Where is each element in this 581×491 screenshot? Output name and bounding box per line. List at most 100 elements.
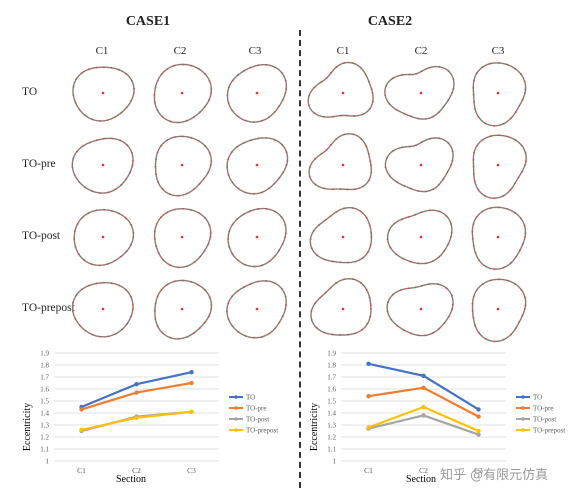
centroid-marker — [255, 235, 259, 239]
cross-section-outline — [309, 207, 373, 264]
centroid-marker — [255, 307, 259, 311]
data-point — [189, 370, 194, 375]
legend-entry: TO-post — [246, 416, 269, 424]
centroid-marker — [496, 235, 500, 239]
series-line — [81, 381, 192, 411]
cross-section-grid — [71, 61, 527, 343]
centroid-marker — [180, 235, 184, 239]
y-tick-label: 1.2 — [40, 434, 49, 442]
legend-entry: TO — [246, 394, 255, 402]
centroid-marker — [255, 91, 259, 95]
cross-section-outline — [154, 279, 213, 340]
cross-section-outline — [310, 277, 372, 336]
row-label-to: TO — [22, 86, 38, 98]
case2-ylabel: Eccentricity — [309, 403, 320, 451]
cross-section-outline — [153, 63, 213, 124]
legend-entry: TO-pre — [533, 405, 553, 413]
cross-section-outline — [226, 137, 289, 195]
data-point — [476, 428, 481, 434]
centroid-marker — [255, 163, 259, 167]
y-tick-label: 1.4 — [327, 410, 336, 418]
y-tick-label: 1.5 — [40, 398, 49, 406]
data-point — [79, 407, 84, 412]
data-point — [366, 394, 371, 399]
data-point — [476, 407, 481, 412]
centroid-marker — [101, 91, 105, 95]
series-line — [81, 371, 192, 409]
y-tick-label: 1.7 — [40, 374, 49, 382]
centroid-marker — [180, 307, 184, 311]
cross-section-outline — [71, 137, 134, 194]
data-point — [134, 415, 139, 420]
data-point — [421, 413, 426, 418]
y-tick-label: 1.6 — [327, 386, 336, 394]
legend-entry: TO — [533, 394, 542, 402]
cross-section-outline — [386, 282, 454, 337]
y-tick-label: 1.6 — [40, 386, 49, 394]
centroid-marker — [180, 91, 184, 95]
x-tick-label: C3 — [187, 466, 196, 475]
cross-section-outline — [153, 207, 212, 269]
x-tick-label: C2 — [132, 466, 141, 475]
centroid-marker — [496, 307, 500, 311]
cross-section-outline — [308, 133, 373, 191]
cross-section-outline — [71, 281, 134, 338]
data-point — [189, 380, 194, 386]
data-point — [421, 385, 426, 390]
case2-col-c1: C1 — [336, 45, 350, 57]
centroid-marker — [101, 235, 105, 239]
centroid-marker — [101, 163, 105, 167]
y-tick-label: 1.2 — [327, 434, 336, 442]
cross-section-outline — [227, 207, 287, 268]
centroid-marker — [341, 307, 345, 311]
series-line — [368, 405, 479, 433]
centroid-marker — [419, 91, 423, 95]
legend-entry: TO-prepost — [533, 427, 565, 435]
case2-title: CASE2 — [367, 14, 413, 29]
y-tick-label: 1.1 — [327, 446, 336, 454]
data-point — [421, 373, 426, 378]
case2-col-c3: C3 — [491, 45, 505, 57]
x-tick-label: C1 — [77, 466, 86, 475]
centroid-marker — [419, 163, 423, 167]
y-tick-label: 1.3 — [327, 422, 336, 430]
cross-section-outline — [226, 280, 287, 339]
cross-section-outline — [226, 63, 288, 123]
watermark: 知乎 @有限元仿真 — [440, 468, 549, 483]
row-label-to-post: TO-post — [22, 230, 61, 242]
case1-col-c2: C2 — [173, 45, 187, 57]
y-tick-label: 1 — [46, 458, 50, 466]
x-tick-label: C1 — [364, 466, 373, 475]
cross-section-outline — [471, 206, 527, 270]
y-tick-label: 1.3 — [40, 422, 49, 430]
data-point — [421, 404, 426, 410]
case1-ylabel: Eccentricity — [22, 403, 33, 451]
data-point — [366, 425, 371, 430]
y-tick-label: 1.7 — [327, 374, 336, 382]
centroid-marker — [496, 91, 500, 95]
case1-xlabel: Section — [116, 474, 146, 485]
row-label-to-pre: TO-pre — [22, 158, 56, 170]
case1-eccentricity-chart: 1 1.1 1.2 1.3 1.4 1.5 1.6 1.7 1.8 1.9 C1 C2 C3 TO TO-p… — [22, 350, 278, 486]
data-point — [476, 414, 481, 419]
centroid-marker — [180, 163, 184, 167]
y-tick-label: 1.9 — [327, 350, 336, 358]
series-line — [368, 386, 480, 418]
legend-entry: TO-prepost — [246, 427, 278, 435]
y-tick-label: 1.1 — [40, 446, 49, 454]
data-point — [189, 409, 194, 414]
cross-section-outline — [384, 137, 454, 193]
centroid-marker — [101, 307, 105, 311]
cross-section-outline — [73, 208, 135, 267]
y-tick-label: 1.8 — [40, 362, 49, 370]
centroid-marker — [341, 91, 345, 95]
centroid-marker — [496, 163, 500, 167]
cross-section-outline — [471, 278, 527, 343]
legend-entry: TO-pre — [246, 405, 266, 413]
cross-section-outline — [307, 61, 374, 118]
cross-section-outline — [472, 134, 527, 200]
case1-title: CASE1 — [125, 14, 171, 29]
centroid-marker — [341, 163, 345, 167]
cross-section-outline — [154, 135, 213, 197]
centroid-marker — [419, 307, 423, 311]
